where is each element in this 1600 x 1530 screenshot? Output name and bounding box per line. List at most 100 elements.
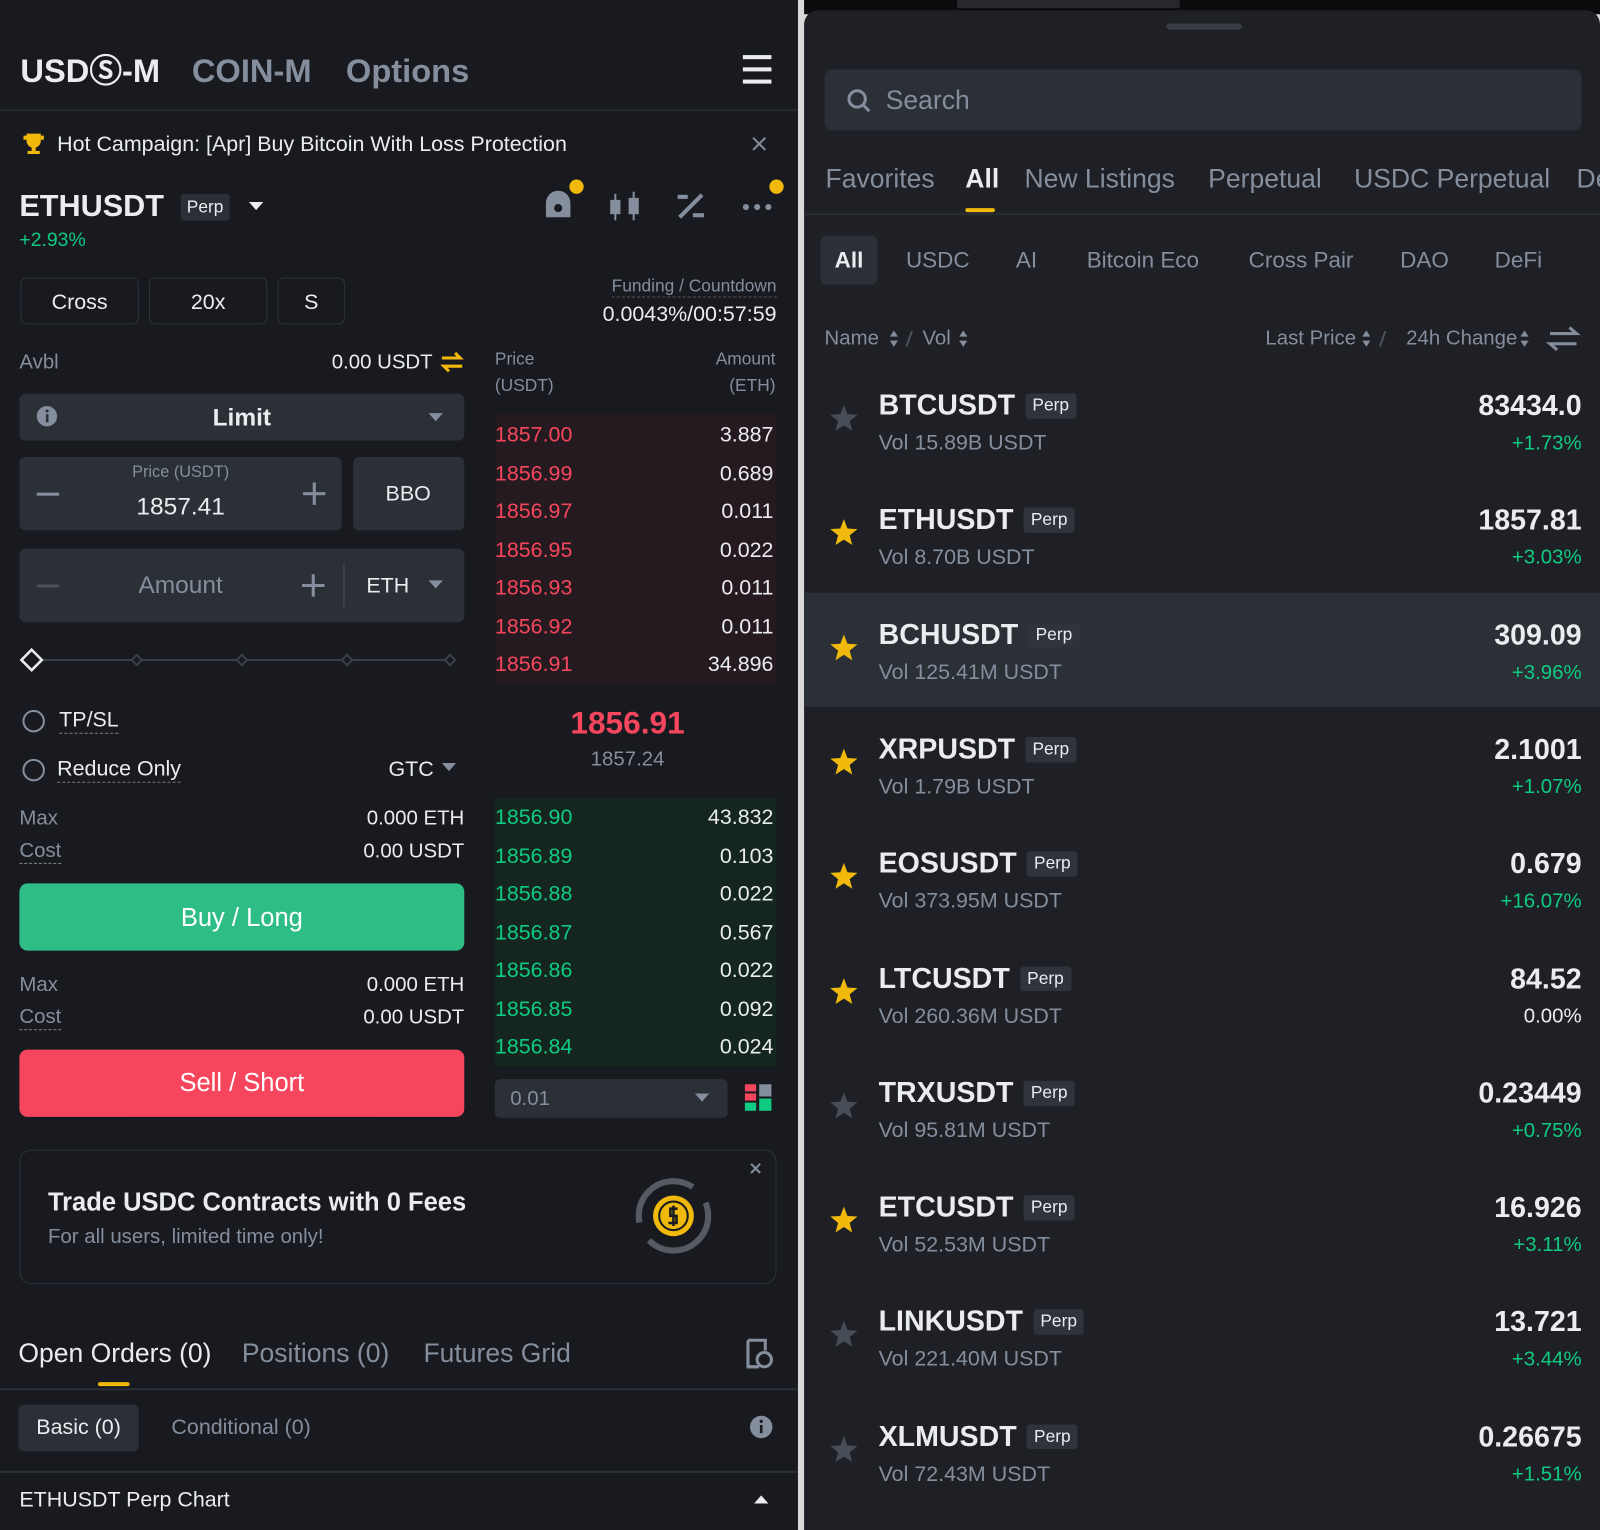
filter-chip[interactable]: All [834,247,864,273]
more-icon[interactable] [742,179,784,211]
symbol: ETHUSDT [19,189,164,224]
order-type-select[interactable] [19,393,465,441]
icon-part [830,519,858,546]
promo-coin [633,1175,715,1257]
plus-icon[interactable] [302,574,325,597]
slider[interactable] [19,647,458,672]
market-category-tab[interactable]: Perpetual [1208,163,1322,194]
market-tab[interactable]: COIN-M [191,52,312,90]
icon-part [45,409,49,413]
margin-button[interactable] [148,277,268,325]
column-header[interactable]: 24h Change [1406,326,1518,350]
bbo-button[interactable] [353,456,465,531]
close-icon[interactable] [752,136,767,151]
favorite-star[interactable] [830,1321,859,1350]
precision-select[interactable] [494,1079,728,1118]
market-category-tab[interactable]: USDC Perpetual [1354,163,1551,194]
swap-columns-icon[interactable] [1545,325,1581,352]
favorite-star[interactable] [830,863,859,892]
minus-icon[interactable] [36,584,60,588]
order-tab[interactable]: Futures Grid [423,1337,571,1368]
market-change: +1.51% [1511,1462,1582,1486]
price-value: 1857.41 [136,492,225,521]
market-category-tab[interactable]: De [1576,163,1600,194]
market-volume: Vol 125.41M USDT [878,660,1063,684]
column-header[interactable]: Name [824,326,879,350]
icon-part [428,580,443,589]
avbl-value: 0.00 USDT [331,351,433,374]
sort-icon[interactable] [1362,330,1371,347]
promo-card [19,1149,777,1285]
menu-icon[interactable] [742,55,772,84]
filter-active[interactable] [820,235,878,285]
sort-icon[interactable] [1520,330,1529,347]
percent-icon[interactable] [676,191,707,222]
sub-tab[interactable]: Conditional (0) [171,1415,311,1440]
favorite-star[interactable] [830,977,859,1007]
order-tab[interactable]: Positions (0) [241,1337,390,1368]
buy-button[interactable] [19,883,465,951]
market-tab[interactable]: Options [345,52,470,90]
filter-chip[interactable]: AI [1015,247,1038,273]
price-input[interactable] [19,456,342,531]
layout-icon[interactable] [744,1084,772,1111]
radio[interactable] [22,709,45,733]
market-category-tab[interactable]: New Listings [1024,163,1175,194]
icon-part [23,133,44,155]
ask-depth [494,414,777,684]
symbol-group: XRPUSDT Perp [878,732,1077,765]
order-tab[interactable]: Open Orders (0) [18,1337,212,1368]
minus-icon[interactable] [36,492,60,496]
symbol-group: LINKUSDT Perp [879,1306,1085,1338]
column-header[interactable]: Vol [922,326,951,350]
bell-icon[interactable] [543,179,584,222]
favorite-star[interactable] [830,634,859,663]
market-volume: Vol 8.70B USDT [878,545,1035,570]
market-symbol: XRPUSDT [878,732,1016,765]
icon-part [755,1350,773,1369]
favorite-star[interactable] [830,404,859,434]
sort-icon[interactable] [959,330,968,347]
search-box[interactable] [824,69,1582,131]
search-icon [847,89,871,113]
column-header[interactable]: Last Price [1265,326,1357,350]
filter-chip[interactable]: Cross Pair [1248,247,1354,273]
margin-button[interactable] [20,277,139,325]
close-icon[interactable] [750,1163,761,1174]
favorite-star[interactable] [830,748,859,778]
plus-icon[interactable] [303,482,326,505]
transfer-icon[interactable] [440,351,464,373]
sub-tab-active[interactable] [18,1404,139,1452]
market-tab[interactable]: USDⓈ-M [20,52,161,90]
candles-icon[interactable] [608,191,641,221]
funding-value: 0.0043%/00:57:59 [602,302,777,327]
margin-button[interactable] [277,277,345,325]
icon-part [569,179,584,194]
market-row[interactable] [804,592,1600,707]
favorite-star[interactable] [830,1435,859,1465]
icon-part [443,653,457,667]
favorite-star[interactable] [830,519,859,548]
symbol-group: LTCUSDT Perp [879,962,1071,994]
filter-chip[interactable]: USDC [905,247,970,273]
history-icon[interactable] [745,1338,774,1369]
drag-handle [1166,23,1242,30]
sell-button[interactable] [19,1049,465,1117]
radio[interactable] [22,758,45,782]
market-category-tab[interactable]: All [965,163,1000,194]
favorite-star[interactable] [830,1206,859,1236]
amount-input[interactable] [19,548,465,623]
bid-amount: 43.832 [707,805,774,830]
icon-part [759,1424,763,1434]
filter-chip[interactable]: DeFi [1494,247,1543,273]
market-category-tab[interactable]: Favorites [825,163,935,194]
sort-icon[interactable] [889,330,898,347]
filter-chip[interactable]: Bitcoin Eco [1086,247,1200,273]
icon-part [36,584,60,588]
caret-up[interactable] [754,1495,769,1504]
sub-tab[interactable]: Basic (0) [36,1415,121,1440]
favorite-star[interactable] [830,1092,859,1121]
time-in-force[interactable]: GTC [388,757,434,782]
filter-chip[interactable]: DAO [1400,247,1449,273]
